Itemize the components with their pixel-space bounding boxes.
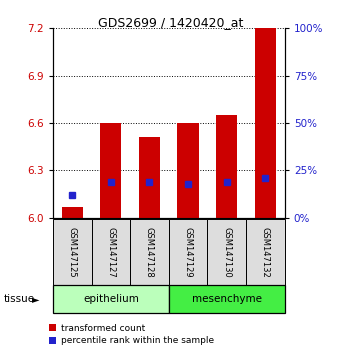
Text: GDS2699 / 1420420_at: GDS2699 / 1420420_at: [98, 16, 243, 29]
Bar: [139, 137, 160, 218]
Text: tissue: tissue: [3, 294, 34, 304]
Bar: [53, 285, 169, 313]
Bar: [91, 219, 130, 285]
Legend: transformed count, percentile rank within the sample: transformed count, percentile rank withi…: [49, 324, 214, 346]
Text: epithelium: epithelium: [83, 294, 139, 304]
Text: mesenchyme: mesenchyme: [192, 294, 262, 304]
Text: GSM147128: GSM147128: [145, 227, 154, 278]
Bar: [207, 219, 246, 285]
Bar: [177, 123, 199, 218]
Bar: [169, 285, 285, 313]
Bar: [255, 28, 276, 218]
Text: GSM147132: GSM147132: [261, 227, 270, 278]
Bar: [246, 219, 285, 285]
Bar: [61, 207, 83, 218]
Bar: [53, 219, 91, 285]
Text: GSM147129: GSM147129: [183, 227, 193, 278]
Bar: [130, 219, 169, 285]
Bar: [169, 219, 207, 285]
Text: GSM147127: GSM147127: [106, 227, 115, 278]
Text: ►: ►: [32, 294, 39, 304]
Text: GSM147130: GSM147130: [222, 227, 231, 278]
Bar: [216, 115, 237, 218]
Bar: [100, 123, 121, 218]
Text: GSM147125: GSM147125: [68, 227, 77, 278]
